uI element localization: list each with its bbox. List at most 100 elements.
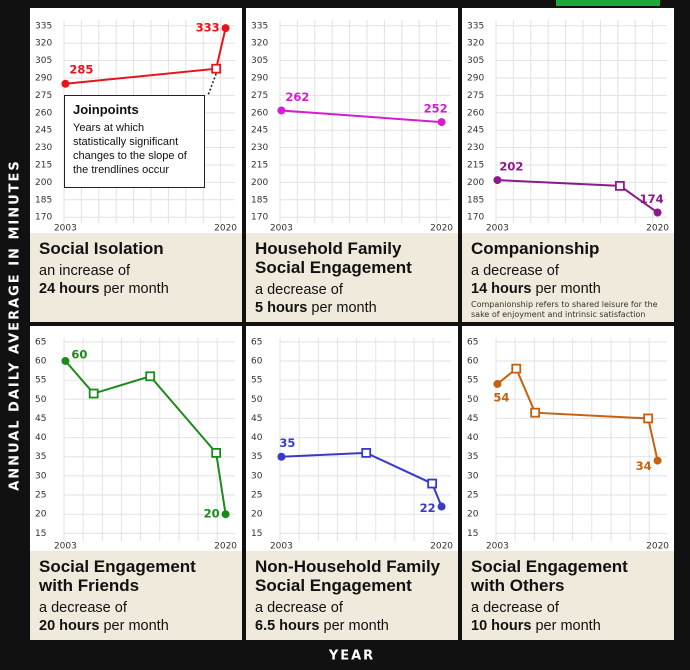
trend-line [497,179,659,214]
y-tick-label: 15 [467,529,478,539]
change-text: a decrease of [471,600,559,616]
caption: Non-Household Family Social Engagement a … [246,551,458,640]
y-axis-label: ANNUAL DAILY AVERAGE IN MINUTES [7,159,23,491]
panel-title: Companionship [471,239,600,258]
y-tick-label: 170 [251,213,268,223]
y-tick-label: 55 [251,376,262,386]
y-tick-label: 65 [467,337,478,347]
y-tick-label: 170 [467,213,484,223]
endpoint [221,510,230,519]
trend-line [281,109,442,124]
y-tick-label: 40 [467,433,479,443]
x-tick-label: 2020 [214,542,237,552]
change-text: an increase of [39,263,131,279]
x-tick-label: 2020 [646,542,669,552]
y-tick-label: 335 [251,21,268,31]
panel-title: Social Isolation [39,239,164,258]
endpoint [221,24,230,33]
value-label: 54 [493,390,509,404]
y-tick-label: 200 [251,178,268,188]
y-tick-label: 55 [35,376,46,386]
caption: Household Family Social Engagement a decr… [246,233,458,322]
change-description: an increase of 24 hours per month [39,262,234,298]
trend-line [281,451,443,507]
annotation-title: Joinpoints [73,102,139,117]
chart: 170 185 200 215 230 245 260 275 290 305 320 335 2003… [467,20,669,234]
y-tick-label: 260 [251,108,268,118]
panel-title: Social Engagement with Others [471,557,628,595]
change-description: a decrease of 14 hours per month [471,262,666,298]
value-label: 20 [204,507,220,521]
y-tick-label: 20 [35,510,47,520]
y-tick-label: 230 [251,143,268,153]
y-tick-label: 60 [467,356,479,366]
panel-title: Social Engagement with Friends [39,557,196,595]
y-tick-label: 215 [467,161,484,171]
y-tick-label: 65 [35,337,46,347]
y-tick-label: 335 [35,21,52,31]
y-tick-label: 170 [35,213,52,223]
y-tick-label: 290 [35,74,52,84]
endpoint [277,106,286,115]
joinpoint [530,407,541,418]
endpoint [61,79,70,88]
y-tick-label: 30 [467,471,479,481]
change-unit: per month [103,281,169,297]
change-description: a decrease of 6.5 hours per month [255,599,450,635]
panel-title: Non-Household Family Social Engagement [255,557,441,595]
change-amount: 5 hours [255,300,308,316]
change-amount: 10 hours [471,618,532,634]
joinpoint [88,388,99,399]
endpoint [277,452,286,461]
value-label: 252 [424,102,448,116]
y-tick-label: 320 [251,39,268,49]
y-tick-label: 55 [467,376,478,386]
endpoint [653,456,662,465]
chart-panel: 15 20 25 30 35 40 45 50 55 60 65 2003 2020 54 34 Social… [462,326,674,640]
change-amount: 14 hours [471,281,532,297]
x-tick-label: 2003 [486,542,509,552]
chart-panel: 170 185 200 215 230 245 260 275 290 305 320 335 2003… [30,8,242,322]
y-tick-label: 200 [467,178,484,188]
y-tick-label: 275 [467,91,484,101]
y-tick-label: 185 [467,195,484,205]
change-unit: per month [103,618,169,634]
caption: Social Isolation an increase of 24 hours p… [30,233,242,322]
y-tick-label: 230 [467,143,484,153]
change-text: a decrease of [255,282,343,298]
y-tick-label: 305 [35,56,52,66]
y-tick-label: 50 [35,395,47,405]
chart-panel: 170 185 200 215 230 245 260 275 290 305 320 335 2003… [246,8,458,322]
change-unit: per month [535,281,601,297]
chart-panel: 170 185 200 215 230 245 260 275 290 305 320 335 2003… [462,8,674,322]
note: Companionship refers to shared leisure f… [471,300,658,319]
y-tick-label: 45 [251,414,262,424]
y-tick-label: 245 [467,126,484,136]
chart: 170 185 200 215 230 245 260 275 290 305 320 335 2003… [251,20,453,233]
y-tick-label: 230 [35,143,52,153]
change-text: a decrease of [39,600,127,616]
endpoint [437,118,446,127]
value-label: 60 [71,347,87,361]
endpoint [493,176,502,185]
x-tick-label: 2020 [646,224,669,234]
y-tick-label: 30 [35,471,47,481]
change-description: a decrease of 20 hours per month [39,599,234,635]
annotation-leader [207,73,217,96]
x-tick-label: 2003 [54,542,77,552]
value-label: 22 [420,501,436,515]
panel-title: Household Family Social Engagement [255,239,412,277]
y-tick-label: 305 [251,56,268,66]
y-tick-label: 40 [251,433,263,443]
value-label: 202 [499,160,523,174]
y-tick-label: 60 [35,356,47,366]
y-tick-label: 20 [467,510,479,520]
y-tick-label: 30 [251,471,263,481]
trend-line [496,367,659,461]
change-description: a decrease of 10 hours per month [471,599,666,635]
x-tick-label: 2020 [430,542,453,552]
joinpoint [614,180,625,191]
y-tick-label: 35 [467,452,478,462]
caption: Social Engagement with Others a decrease … [462,551,674,640]
joinpoint [511,363,522,374]
